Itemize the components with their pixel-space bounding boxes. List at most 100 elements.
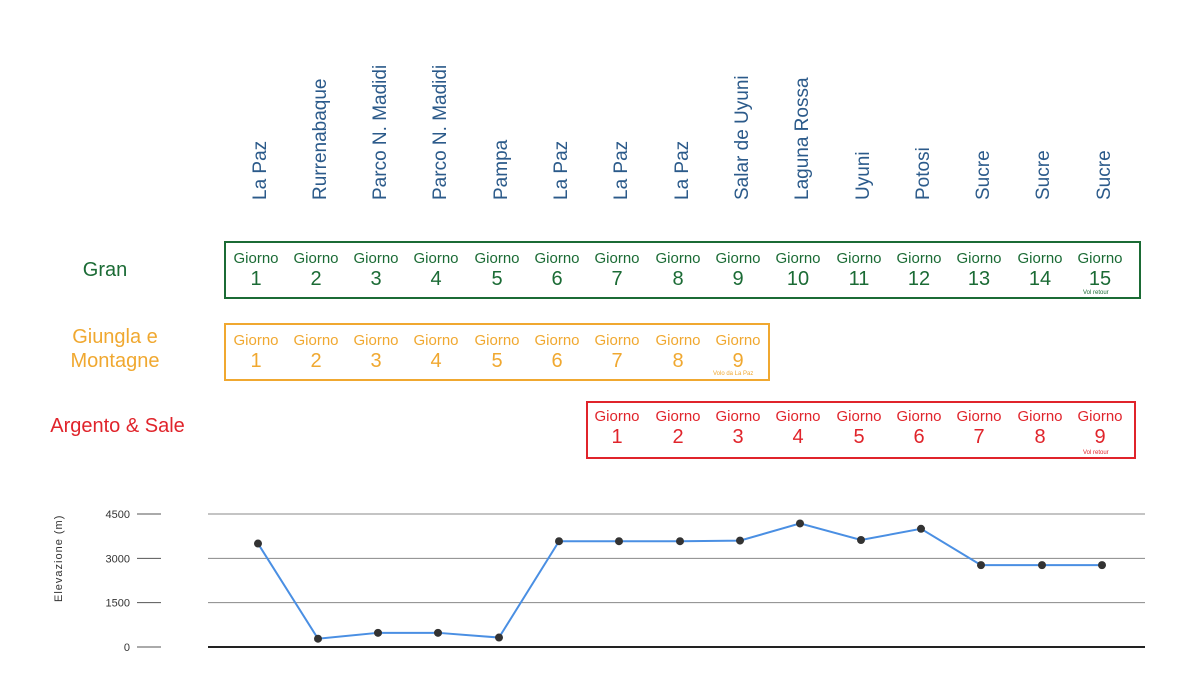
day-word: Giorno [896,408,942,425]
day-word: Giorno [474,332,520,349]
day-cell: Giorno 6 [527,251,587,291]
data-point [374,628,382,637]
plan-name-gran: Gran [82,259,128,281]
place-label: La Paz [250,140,271,200]
day-number: 2 [310,268,322,290]
day-cell: Giorno 1 [226,251,286,291]
day-word: Giorno [594,408,640,425]
day-word: Giorno [896,250,942,267]
day-number: 9 [732,350,744,372]
day-cell: Giorno 4 [768,409,828,449]
plan-note-gran: Vol retour [1083,290,1109,296]
day-word: Giorno [715,250,761,267]
day-word: Giorno [655,408,701,425]
day-word: Giorno [1017,250,1063,267]
day-cell: Giorno 5 [467,333,527,373]
day-number: 8 [1034,426,1046,448]
day-cell: Giorno 9 [1070,409,1130,449]
place-label: Salar de Uyuni [732,75,753,200]
day-cell: Giorno 9 [708,333,768,373]
day-cell: Giorno 3 [708,409,768,449]
day-word: Giorno [594,332,640,349]
day-cell: Giorno 5 [467,251,527,291]
day-cell: Giorno 1 [587,409,647,449]
day-word: Giorno [233,250,279,267]
plan-name-line2: Montagne [70,350,160,372]
day-number: 13 [967,268,991,290]
data-point [615,537,623,546]
place-label: Potosi [913,147,934,200]
day-number: 7 [973,426,985,448]
day-number: 4 [430,268,442,290]
day-word: Giorno [775,408,821,425]
place-label: Laguna Rossa [792,77,813,200]
day-word: Giorno [353,250,399,267]
day-word: Giorno [353,332,399,349]
day-number: 6 [551,350,563,372]
place-label: Uyuni [853,151,874,200]
day-cell: Giorno 7 [949,409,1009,449]
day-number: 3 [370,350,382,372]
day-number: 11 [848,268,870,290]
day-number: 10 [786,268,810,290]
day-word: Giorno [1017,408,1063,425]
data-point [434,628,442,637]
day-number: 5 [853,426,865,448]
day-cell: Giorno 2 [648,409,708,449]
plan-box-gran [224,241,1141,299]
day-word: Giorno [1077,408,1123,425]
place-label: Parco N. Madidi [370,64,391,200]
day-number: 12 [907,268,931,290]
day-word: Giorno [413,250,459,267]
elevation-chart: 0 1500 3000 4500 Elevazione (m) [53,509,1145,654]
plan-name-line1: Giungla e [72,326,158,348]
day-number: 7 [611,350,623,372]
day-word: Giorno [836,250,882,267]
day-number: 7 [611,268,623,290]
day-word: Giorno [293,332,339,349]
data-point [857,536,865,545]
day-word: Giorno [474,250,520,267]
y-tick-label: 0 [124,642,130,654]
plan-box-argento [586,401,1136,459]
y-tick-label: 4500 [106,509,130,521]
data-point [555,537,563,546]
plan-name-argento: Argento & Sale [50,415,185,437]
day-cell: Giorno 14 [1010,251,1070,291]
day-number: 8 [672,350,684,372]
day-word: Giorno [715,332,761,349]
data-point [736,536,744,545]
day-number: 1 [250,350,262,372]
data-point [314,634,322,643]
day-word: Giorno [413,332,459,349]
day-cell: Giorno 1 [226,333,286,373]
place-label: Rurrenabaque [310,78,331,200]
day-cell: Giorno 2 [286,251,346,291]
day-cell: Giorno 6 [527,333,587,373]
day-number: 1 [250,268,262,290]
data-point [676,537,684,546]
day-cell: Giorno 8 [648,251,708,291]
day-number: 4 [792,426,804,448]
day-number: 2 [672,426,684,448]
day-word: Giorno [534,250,580,267]
day-cell: Giorno 13 [949,251,1009,291]
day-number: 1 [611,426,623,448]
day-cell: Giorno 3 [346,333,406,373]
data-point [1098,561,1106,570]
day-word: Giorno [956,408,1002,425]
day-number: 15 [1088,268,1112,290]
day-word: Giorno [836,408,882,425]
day-cell: Giorno 12 [889,251,949,291]
day-cell: Giorno 4 [406,251,466,291]
day-cell: Giorno 3 [346,251,406,291]
day-number: 9 [1094,426,1106,448]
plan-note-giungla: Volo da La Paz [713,371,754,377]
data-point [254,539,262,548]
day-word: Giorno [594,250,640,267]
day-number: 4 [430,350,442,372]
place-label: Sucre [973,150,994,200]
day-number: 3 [732,426,744,448]
place-label: La Paz [672,140,693,200]
day-number: 5 [491,268,503,290]
